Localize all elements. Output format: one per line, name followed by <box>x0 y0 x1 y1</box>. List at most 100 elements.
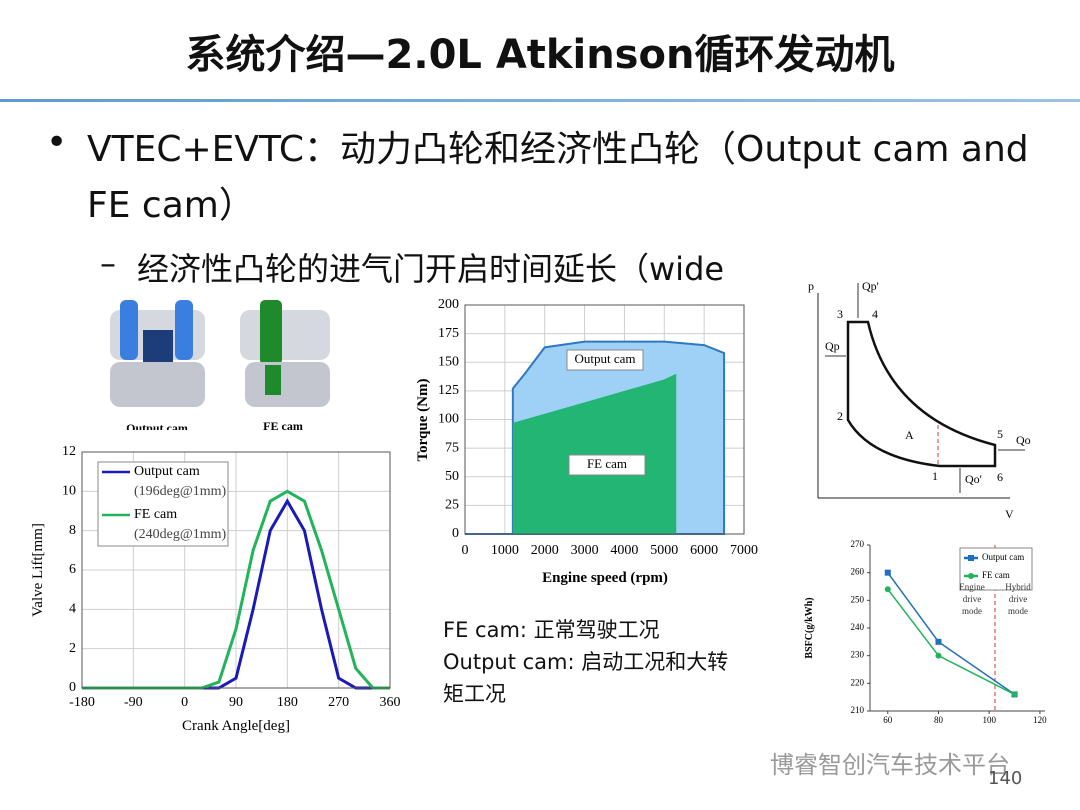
y-tick-label: 240 <box>851 622 865 632</box>
x-axis-label: Crank Angle[deg] <box>182 718 290 734</box>
bullet-text: VTEC+EVTC：动力凸轮和经济性凸轮（Output cam and FE c… <box>87 129 1029 226</box>
legend-label: Output cam <box>982 552 1024 562</box>
plot-frame <box>81 451 391 689</box>
y-tick-label: 125 <box>438 383 459 398</box>
x-tick-label: 0 <box>462 543 469 558</box>
pv-label: 1 <box>932 469 938 483</box>
y-tick-label: 6 <box>69 562 76 577</box>
y-tick-label: 100 <box>438 412 459 427</box>
pv-label: Qp' <box>862 279 879 293</box>
annotation: Hybrid drive mode <box>1005 582 1031 616</box>
cam-lobe <box>260 300 282 365</box>
y-tick-label: 270 <box>851 539 865 549</box>
pv-bg <box>800 278 1040 528</box>
area-label: Output cam <box>574 351 635 366</box>
y-tick-label: 200 <box>438 297 459 312</box>
rocker <box>245 362 330 407</box>
y-tick-label: 210 <box>851 705 865 715</box>
legend-label: Output cam <box>134 464 200 479</box>
x-tick-label: 2000 <box>531 543 559 558</box>
x-tick-label: -180 <box>69 695 95 710</box>
x-tick-label: 120 <box>1033 715 1047 725</box>
x-tick-label: 0 <box>181 695 188 710</box>
pv-label: Qp <box>825 339 840 353</box>
x-tick-label: 180 <box>277 695 298 710</box>
x-tick-label: 90 <box>229 695 243 710</box>
x-tick-label: 270 <box>328 695 349 710</box>
rocker <box>110 362 205 407</box>
x-tick-label: 4000 <box>610 543 638 558</box>
note: FE cam: 正常驾驶工况 <box>443 618 660 642</box>
bsfc-chart: 210 220 230 240 250 260 270 60 80 100 120 BSFC(g/kW… <box>800 530 1070 760</box>
y-tick-label: 230 <box>851 650 865 660</box>
pv-label: 4 <box>872 307 878 321</box>
y-tick-label: 50 <box>445 469 459 484</box>
pv-label: p <box>808 279 814 293</box>
legend-note: (196deg@1mm) <box>134 484 227 499</box>
legend-marker <box>968 555 974 561</box>
marker <box>884 586 891 593</box>
plot-frame <box>464 304 745 535</box>
note: Output cam: 启动工况和大转矩工况 <box>443 650 729 706</box>
pv-label: A <box>905 428 914 442</box>
y-tick-label: 220 <box>851 677 865 687</box>
cam-body <box>240 310 330 360</box>
legend-marker <box>968 573 974 579</box>
area-label: FE cam <box>587 456 627 471</box>
pv-label: 2 <box>837 409 843 423</box>
area <box>512 373 677 534</box>
y-tick-label: 260 <box>851 567 865 577</box>
y-tick-label: 12 <box>62 444 76 459</box>
x-tick-label: 6000 <box>690 543 718 558</box>
cam-lobe <box>265 365 281 395</box>
y-axis-label: Torque (Nm) <box>415 379 431 462</box>
sub-bullet-text: 经济性凸轮的进气门开启时间延长（wide <box>137 250 725 288</box>
y-tick-label: 150 <box>438 354 459 369</box>
y-tick-label: 250 <box>851 594 865 604</box>
legend-box <box>97 461 229 547</box>
line <box>82 498 390 690</box>
y-axis-label: Valve Lift[mm] <box>30 523 46 617</box>
cam-lobe <box>175 300 193 360</box>
y-tick-label: 4 <box>69 602 76 617</box>
pv-label: 5 <box>997 427 1003 441</box>
area-label-box <box>568 454 646 476</box>
pv-label: V <box>1005 507 1014 521</box>
cam-label: FE cam <box>263 419 303 433</box>
watermark: 博睿智创汽车技术平台 <box>770 751 1010 779</box>
y-tick-label: 10 <box>62 484 76 499</box>
pv-cycle <box>846 320 997 468</box>
x-tick-label: 80 <box>934 715 944 725</box>
legend-label: FE cam <box>982 570 1010 580</box>
legend-label: FE cam <box>134 507 177 522</box>
cam-lobe <box>120 300 138 360</box>
cam-images: Output cam FE cam <box>95 290 355 440</box>
marker <box>1011 691 1018 698</box>
valve-lift-chart: 0 2 4 6 8 10 12 -180 -90 0 90 180 270 360 Crank Angle[… <box>0 430 410 760</box>
x-axis-label: Engine speed (rpm) <box>542 570 668 586</box>
x-tick-label: 360 <box>380 695 401 710</box>
title-rule <box>0 99 1080 102</box>
page-number: 140 <box>988 768 1023 789</box>
x-tick-label: 3000 <box>571 543 599 558</box>
slide-title: 系统介绍—2.0L Atkinson循环发动机 <box>185 32 895 78</box>
marker <box>935 652 942 659</box>
sub-bullet-dash: – <box>100 244 116 282</box>
marker <box>884 569 891 576</box>
y-tick-label: 25 <box>445 498 459 513</box>
fe-cam-image: FE cam <box>240 300 330 433</box>
y-tick-label: 75 <box>445 440 459 455</box>
legend-note: (240deg@1mm) <box>134 527 227 542</box>
pv-label: Qo <box>1016 433 1031 447</box>
y-tick-label: 2 <box>69 641 76 656</box>
x-tick-label: 5000 <box>650 543 678 558</box>
marker <box>935 638 942 645</box>
line <box>82 489 390 690</box>
pv-label: 6 <box>997 470 1003 484</box>
y-tick-label: 8 <box>69 523 76 538</box>
pv-diagram: p V Qp' Qp Qo Qo' A 1 2 3 4 5 6 <box>800 278 1040 528</box>
y-tick-label: 175 <box>438 326 459 341</box>
x-tick-label: 1000 <box>491 543 519 558</box>
